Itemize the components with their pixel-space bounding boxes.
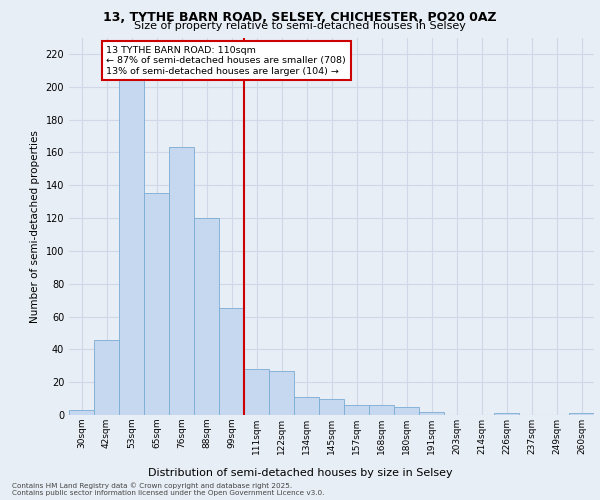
Bar [94,340,119,415]
Text: Contains public sector information licensed under the Open Government Licence v3: Contains public sector information licen… [12,490,325,496]
Bar [394,407,419,415]
Bar [269,370,294,415]
Bar [144,194,169,415]
Bar [319,398,344,415]
Bar [244,369,269,415]
Bar [169,148,194,415]
Bar [219,308,244,415]
Text: 13 TYTHE BARN ROAD: 110sqm
← 87% of semi-detached houses are smaller (708)
13% o: 13 TYTHE BARN ROAD: 110sqm ← 87% of semi… [107,46,346,76]
Bar [344,405,369,415]
Bar [194,218,219,415]
Bar [569,414,594,415]
Text: Size of property relative to semi-detached houses in Selsey: Size of property relative to semi-detach… [134,21,466,31]
Bar [494,414,519,415]
Bar [69,410,94,415]
Text: 13, TYTHE BARN ROAD, SELSEY, CHICHESTER, PO20 0AZ: 13, TYTHE BARN ROAD, SELSEY, CHICHESTER,… [103,11,497,24]
Text: Distribution of semi-detached houses by size in Selsey: Distribution of semi-detached houses by … [148,468,452,477]
Bar [369,405,394,415]
Bar [119,57,144,415]
Bar [294,397,319,415]
Text: Contains HM Land Registry data © Crown copyright and database right 2025.: Contains HM Land Registry data © Crown c… [12,482,292,489]
Bar [419,412,444,415]
Y-axis label: Number of semi-detached properties: Number of semi-detached properties [30,130,40,322]
